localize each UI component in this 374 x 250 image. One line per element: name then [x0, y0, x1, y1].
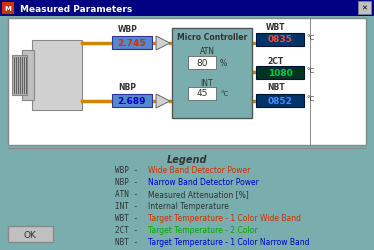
FancyBboxPatch shape: [12, 55, 27, 95]
Text: 45: 45: [196, 90, 208, 98]
Polygon shape: [156, 36, 170, 50]
Polygon shape: [156, 94, 170, 108]
Text: Target Temperature - 1 Color Wide Band: Target Temperature - 1 Color Wide Band: [148, 214, 301, 223]
FancyBboxPatch shape: [112, 36, 152, 49]
FancyBboxPatch shape: [32, 40, 82, 110]
FancyBboxPatch shape: [172, 28, 252, 118]
Text: %: %: [220, 58, 227, 68]
Text: 2.689: 2.689: [118, 96, 146, 106]
Text: WBP -: WBP -: [115, 166, 138, 175]
Text: Wide Band Detector Power: Wide Band Detector Power: [148, 166, 250, 175]
FancyBboxPatch shape: [256, 33, 304, 46]
Text: 2CT: 2CT: [268, 56, 284, 66]
FancyBboxPatch shape: [358, 1, 371, 14]
Text: Micro Controller: Micro Controller: [177, 34, 247, 42]
Text: Measured Parameters: Measured Parameters: [20, 4, 132, 14]
Text: 80: 80: [196, 58, 208, 68]
Text: WBP: WBP: [118, 26, 138, 35]
Text: M: M: [4, 6, 12, 12]
Text: OK: OK: [24, 230, 36, 239]
Text: NBT -: NBT -: [115, 238, 138, 247]
FancyBboxPatch shape: [256, 66, 304, 79]
FancyBboxPatch shape: [2, 2, 14, 14]
Text: Target Temperature - 2 Color: Target Temperature - 2 Color: [148, 226, 258, 235]
Text: °C: °C: [306, 96, 314, 102]
Text: NBP -: NBP -: [115, 178, 138, 187]
Text: NBP: NBP: [118, 84, 136, 92]
Text: Narrow Band Detector Power: Narrow Band Detector Power: [148, 178, 259, 187]
FancyBboxPatch shape: [8, 226, 53, 242]
Text: 2.745: 2.745: [118, 38, 146, 48]
Text: ✕: ✕: [362, 5, 367, 11]
Text: °C: °C: [220, 91, 228, 97]
Text: Legend: Legend: [167, 155, 207, 165]
Text: °C: °C: [306, 35, 314, 41]
Text: Target Temperature - 1 Color Narrow Band: Target Temperature - 1 Color Narrow Band: [148, 238, 310, 247]
FancyBboxPatch shape: [0, 0, 374, 16]
FancyBboxPatch shape: [188, 87, 216, 100]
FancyBboxPatch shape: [188, 56, 216, 69]
Text: INT -: INT -: [115, 202, 138, 211]
FancyBboxPatch shape: [256, 94, 304, 107]
Text: 1080: 1080: [268, 68, 292, 78]
Text: WBT: WBT: [266, 22, 286, 32]
Text: 0835: 0835: [267, 36, 292, 44]
Text: ATN: ATN: [199, 48, 215, 56]
FancyBboxPatch shape: [8, 18, 366, 145]
Text: Measured Attenuation [%]: Measured Attenuation [%]: [148, 190, 249, 199]
Text: ATN -: ATN -: [115, 190, 138, 199]
Text: 2CT -: 2CT -: [115, 226, 138, 235]
Text: NBT: NBT: [267, 84, 285, 92]
Text: °C: °C: [306, 68, 314, 74]
FancyBboxPatch shape: [112, 94, 152, 107]
Text: 0852: 0852: [267, 96, 292, 106]
Text: Internal Temperature: Internal Temperature: [148, 202, 229, 211]
FancyBboxPatch shape: [22, 50, 34, 100]
Text: WBT -: WBT -: [115, 214, 138, 223]
Text: INT: INT: [201, 78, 213, 88]
